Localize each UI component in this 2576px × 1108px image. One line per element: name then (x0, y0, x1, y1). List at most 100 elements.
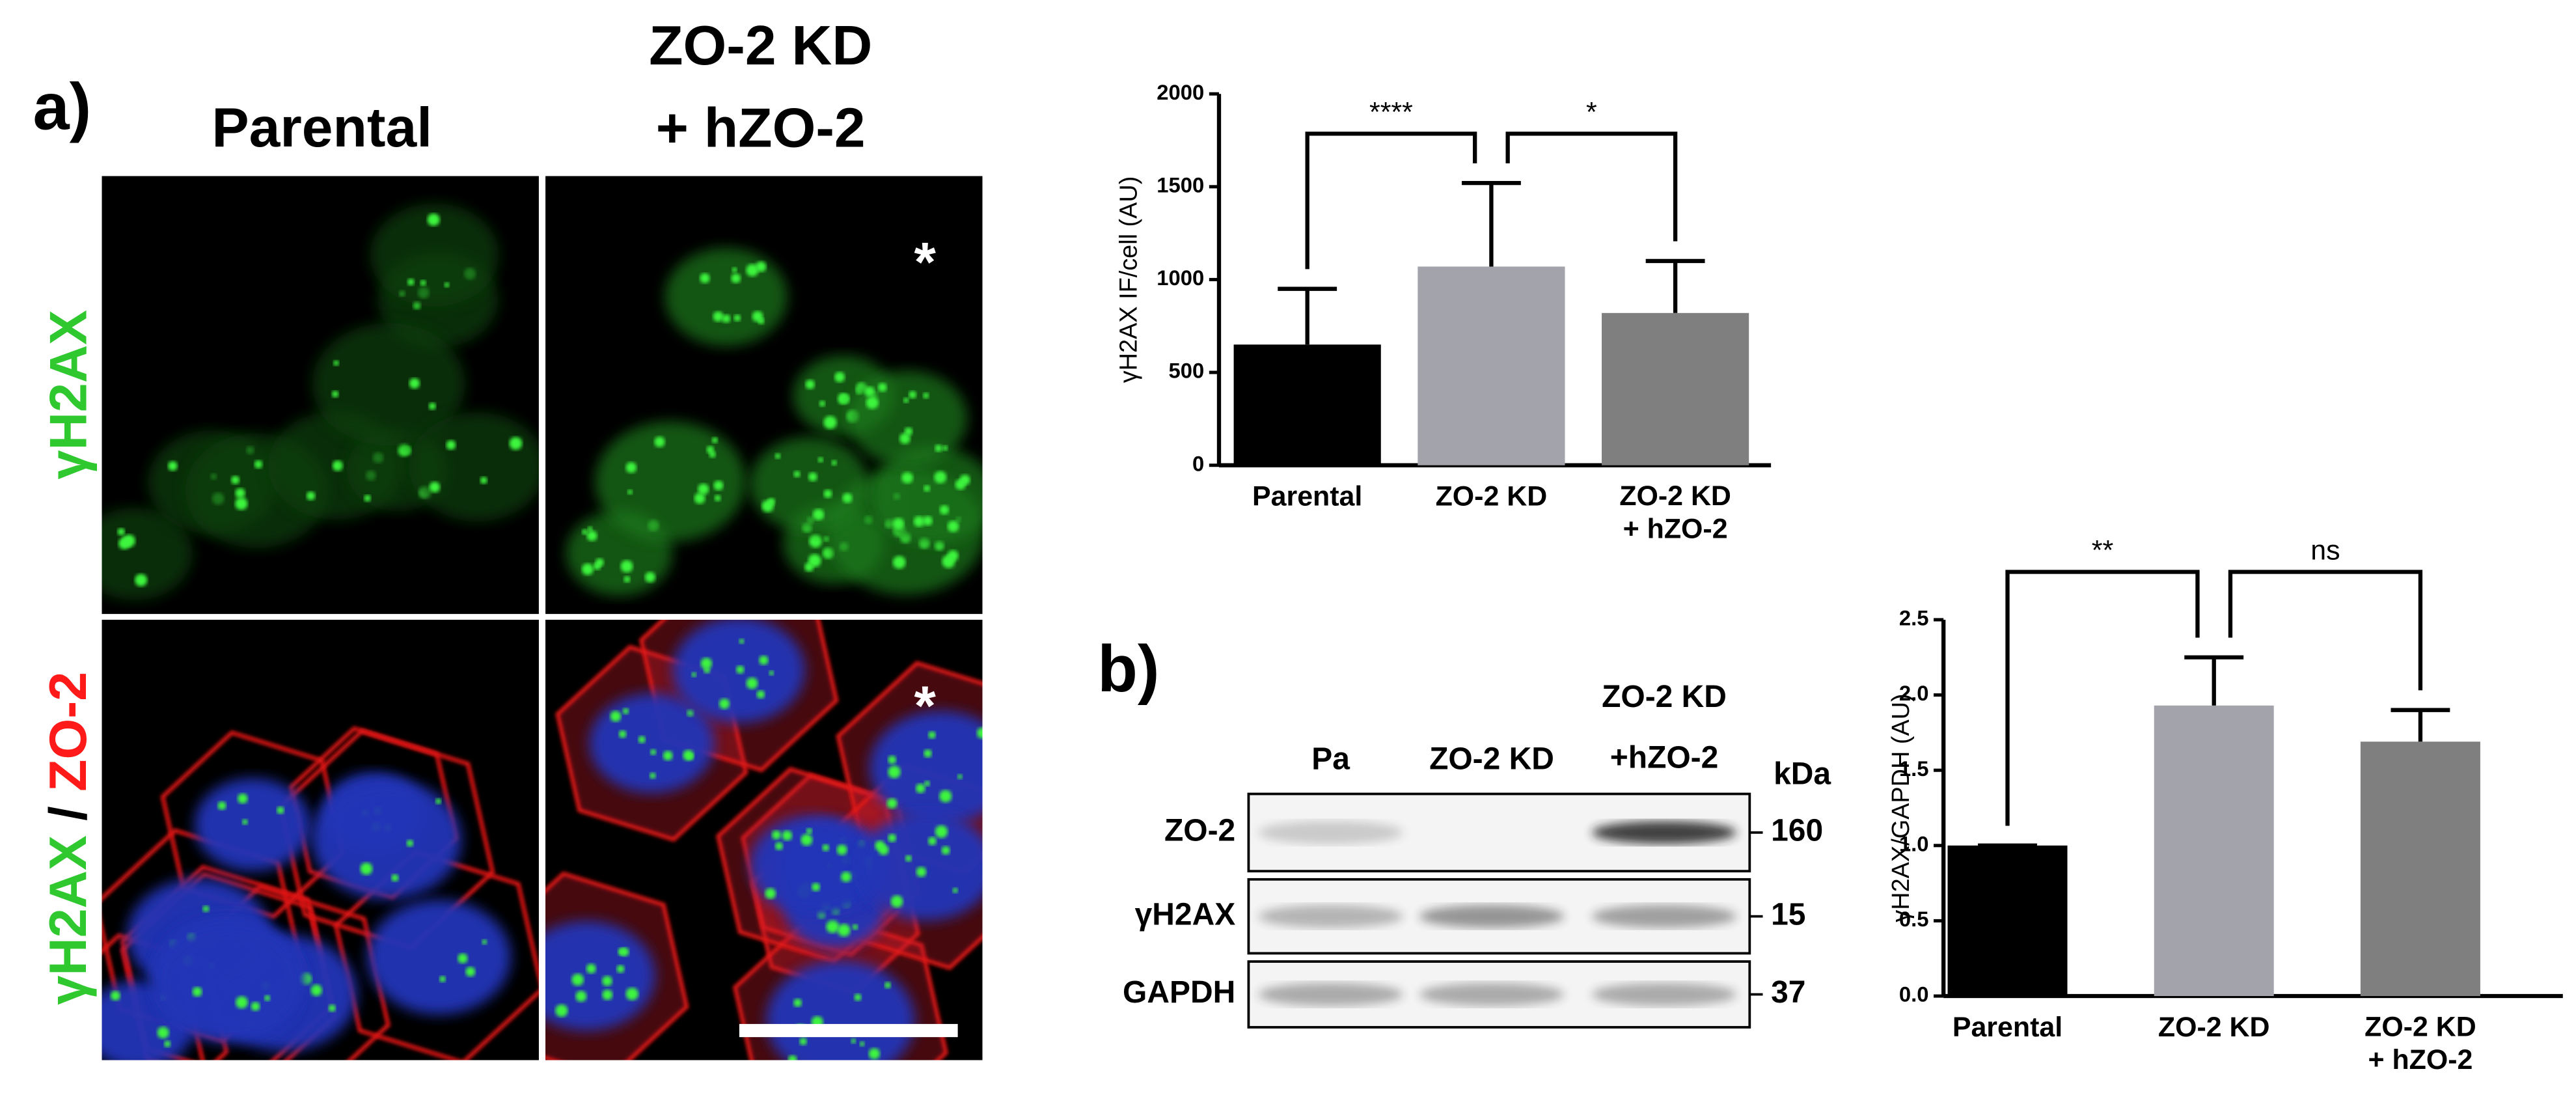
focus (905, 855, 912, 862)
significance-label: ns (2310, 535, 2340, 566)
y-tick-label: 2.0 (1899, 681, 1929, 705)
significance-bracket (1305, 132, 1477, 270)
focus (888, 755, 897, 764)
focus (942, 445, 948, 451)
focus (823, 415, 837, 429)
focus (840, 394, 850, 404)
nucleus (312, 323, 465, 446)
nucleus (869, 710, 983, 825)
row-label-part: ZO-2 (39, 672, 98, 792)
focus (429, 482, 441, 493)
y-tick-label: 2000 (1157, 80, 1204, 104)
western-blot: Pa ZO-2 KD ZO-2 KD +hZO-2 kDa ZO-2 160 γH2AX 15 G… (1123, 680, 1831, 1029)
y-tick-label: 500 (1169, 359, 1205, 383)
x-tick-label: ZO-2 KD (2158, 1012, 2270, 1043)
focus (687, 709, 694, 717)
focus (714, 495, 721, 502)
focus (698, 483, 709, 495)
focus (439, 976, 446, 982)
focus (864, 386, 875, 397)
lane-label: Pa (1311, 742, 1350, 777)
nucleus (750, 815, 875, 915)
mw-label: 160 (1771, 814, 1823, 848)
focus (704, 667, 711, 674)
focus (235, 488, 245, 499)
nucleus (154, 922, 304, 1044)
x-tick-label: ZO-2 KD (1436, 481, 1548, 512)
row-label: γH2AX (39, 310, 98, 479)
focus (854, 993, 862, 1001)
focus (746, 264, 759, 277)
focus (793, 998, 802, 1007)
focus (586, 531, 597, 542)
focus (164, 1040, 171, 1047)
focus (841, 871, 852, 882)
y-axis-label: γH2AX IF/cell (AU) (1116, 176, 1143, 383)
row-label: GAPDH (1123, 975, 1235, 1010)
bar (1947, 845, 2068, 997)
focus (927, 837, 937, 846)
focus (793, 471, 801, 478)
focus (254, 460, 263, 469)
focus (328, 1004, 336, 1012)
focus (934, 471, 947, 484)
band (1258, 821, 1403, 844)
focus (812, 508, 825, 521)
focus (823, 490, 832, 499)
focus (759, 655, 769, 665)
focus (890, 895, 903, 908)
focus (713, 480, 724, 491)
focus (941, 846, 950, 855)
focus (819, 400, 826, 407)
column-label: Parental (212, 96, 432, 159)
focus (947, 520, 959, 533)
focus (663, 751, 673, 761)
focus (731, 273, 741, 283)
x-tick-label: ZO-2 KD + hZO-2 (2364, 1012, 2476, 1075)
focus (915, 783, 925, 794)
focus (806, 827, 812, 835)
focus (650, 772, 656, 779)
focus (822, 844, 829, 852)
focus (812, 883, 821, 892)
focus (509, 437, 523, 450)
focus (310, 984, 322, 996)
focus (694, 493, 706, 504)
focus (122, 534, 135, 547)
y-tick-label: 0.5 (1899, 907, 1929, 931)
focus (924, 749, 932, 758)
nucleus (409, 412, 539, 522)
row-label: ZO-2 (1164, 814, 1235, 848)
focus (458, 953, 468, 963)
focus (420, 280, 426, 286)
focus (238, 793, 248, 804)
row-label-part: γH2AX (39, 835, 98, 1004)
focus (407, 278, 415, 286)
focus (952, 887, 958, 893)
focus (923, 516, 933, 526)
bar (2360, 741, 2480, 997)
focus (700, 273, 710, 284)
nucleus (311, 779, 461, 900)
focus (851, 1038, 856, 1044)
focus (739, 639, 745, 644)
focus (610, 710, 622, 722)
focus (332, 460, 344, 471)
focus (831, 460, 837, 466)
focus (620, 560, 633, 573)
x-tick-label: ZO-2 KD + hZO-2 (1619, 481, 1731, 545)
focus (916, 866, 927, 878)
focus (746, 677, 758, 689)
focus (709, 450, 716, 458)
y-tick-label: 1.0 (1899, 831, 1929, 855)
focus (627, 489, 633, 495)
focus (331, 391, 339, 398)
focus (892, 518, 905, 530)
focus (236, 996, 248, 1009)
focus (817, 457, 824, 463)
focus (765, 888, 776, 899)
focus (976, 727, 983, 739)
focus (758, 318, 765, 325)
focus (623, 575, 631, 583)
